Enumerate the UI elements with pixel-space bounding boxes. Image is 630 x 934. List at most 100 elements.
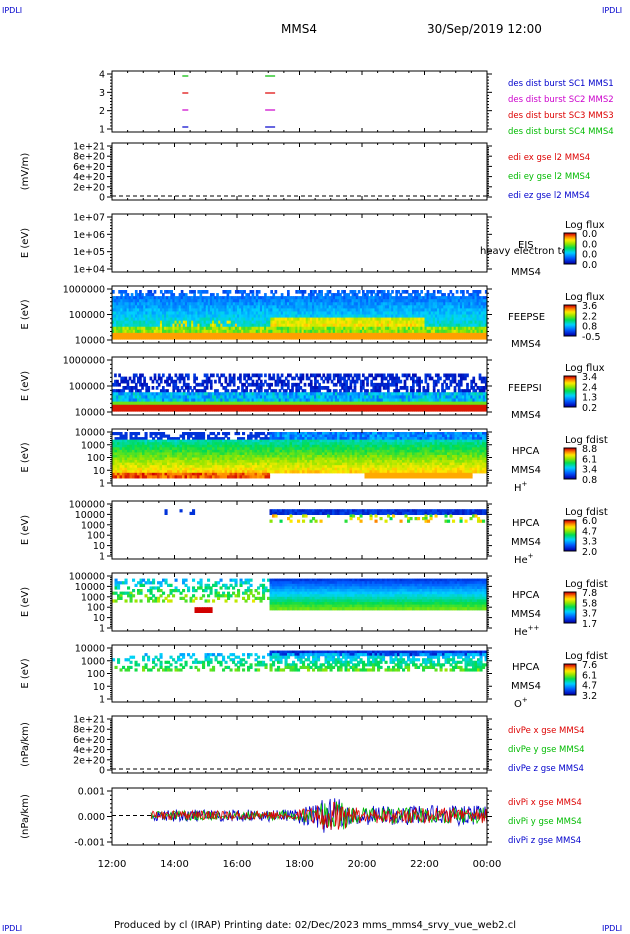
spectrogram-cell	[430, 299, 434, 303]
spectrogram-cell	[343, 317, 346, 322]
spectrogram-cell	[201, 398, 205, 403]
spectrogram-cell	[349, 386, 353, 390]
spectrogram-cell	[264, 329, 267, 334]
spectrogram-cell	[145, 407, 149, 412]
spectrogram-cell	[203, 314, 207, 319]
spectrogram-cell	[207, 398, 211, 403]
spectrogram-cell	[207, 407, 211, 412]
spectrogram-cell	[130, 311, 134, 316]
spectrogram-cell	[316, 320, 319, 325]
spectrogram-cell	[357, 335, 361, 340]
spectrogram-cell	[124, 395, 128, 400]
spectrogram-cell	[282, 379, 286, 384]
spectrogram-cell	[149, 290, 153, 294]
spectrogram-cell	[128, 305, 132, 309]
spectrogram-cell	[378, 317, 382, 322]
spectrogram-cell	[234, 311, 238, 316]
spectrogram-cell	[347, 386, 351, 390]
spectrogram-cell	[309, 389, 313, 393]
spectrogram-cell	[443, 332, 446, 337]
spectrogram-cell	[412, 299, 415, 303]
spectrogram-cell	[453, 398, 457, 403]
spectrogram-cell	[428, 302, 432, 306]
spectrogram-cell	[341, 308, 344, 313]
spectrogram-cell	[474, 320, 478, 325]
spectrogram-cell	[370, 326, 374, 331]
spectrogram-cell	[472, 395, 476, 400]
spectrogram-cell	[166, 398, 169, 403]
spectrogram-cell	[401, 308, 405, 313]
spectrogram-cell	[189, 335, 192, 340]
spectrogram-cell	[182, 323, 186, 328]
spectrogram-cell	[459, 314, 463, 319]
spectrogram-cell	[176, 392, 180, 396]
spectrogram-cell	[443, 335, 446, 340]
spectrogram-cell	[166, 329, 169, 334]
spectrogram-cell	[287, 401, 290, 406]
spectrogram-cell	[466, 398, 469, 403]
spectrogram-cell	[405, 305, 409, 309]
spectrogram-cell	[207, 317, 211, 322]
spectrogram-cell	[424, 392, 428, 396]
colorbar-tick-label-feepsi: 0.2	[582, 403, 597, 414]
spectrogram-cell	[416, 299, 419, 303]
spectrogram-cell	[201, 305, 205, 309]
spectrogram-cell	[316, 308, 319, 313]
spectrogram-cell	[266, 299, 269, 303]
spectrogram-cell	[341, 314, 344, 319]
colorbar-swatch-feepse	[564, 314, 576, 316]
spectrogram-cell	[274, 317, 278, 322]
spectrogram-cell	[159, 299, 163, 303]
spectrogram-cell	[253, 311, 257, 316]
spectrogram-cell	[293, 401, 296, 406]
spectrogram-cell	[393, 379, 396, 384]
spectrogram-cell	[393, 317, 396, 322]
spectrogram-cell	[462, 373, 465, 378]
spectrogram-cell	[134, 302, 138, 306]
spectrogram-cell	[391, 373, 394, 378]
spectrogram-cell	[418, 302, 421, 306]
spectrogram-cell	[268, 407, 271, 412]
spectrogram-cell	[268, 401, 271, 406]
spectrogram-cell	[320, 314, 324, 319]
spectrogram-cell	[195, 404, 199, 409]
spectrogram-cell	[482, 299, 486, 303]
spectrogram-cell	[391, 395, 394, 400]
spectrogram-cell	[214, 332, 217, 337]
spectrogram-cell	[407, 311, 411, 316]
spectrogram-cell	[372, 389, 376, 393]
spectrogram-cell	[253, 395, 257, 400]
spectrogram-cell	[262, 382, 265, 387]
spectrogram-cell	[141, 317, 144, 322]
spectrogram-cell	[399, 329, 403, 334]
spectrogram-cell	[437, 379, 440, 384]
spectrogram-cell	[376, 317, 380, 322]
spectrogram-cell	[257, 290, 261, 294]
spectrogram-cell	[482, 407, 486, 412]
spectrogram-cell	[337, 314, 340, 319]
spectrogram-cell	[262, 305, 265, 309]
spectrogram-cell	[214, 335, 217, 340]
spectrogram-cell	[314, 299, 317, 303]
spectrogram-cell	[145, 308, 149, 313]
spectrogram-cell	[305, 323, 309, 328]
spectrogram-cell	[112, 299, 115, 303]
spectrogram-cell	[439, 320, 442, 325]
spectrogram-cell	[132, 332, 136, 337]
spectrogram-cell	[434, 335, 438, 340]
spectrogram-cell	[274, 407, 278, 412]
spectrogram-cell	[184, 323, 188, 328]
spectrogram-cell	[341, 329, 344, 334]
spectrogram-cell	[391, 323, 394, 328]
spectrogram-cell	[362, 305, 365, 309]
spectrogram-cell	[478, 398, 482, 403]
spectrogram-cell	[462, 323, 465, 328]
spectrogram-cell	[268, 398, 271, 403]
spectrogram-cell	[153, 326, 157, 331]
spectrogram-cell	[328, 373, 332, 378]
spectrogram-cell	[305, 320, 309, 325]
spectrogram-cell	[459, 404, 463, 409]
spectrogram-cell	[218, 296, 221, 300]
spectrogram-cell	[401, 314, 405, 319]
spectrogram-cell	[126, 323, 130, 328]
